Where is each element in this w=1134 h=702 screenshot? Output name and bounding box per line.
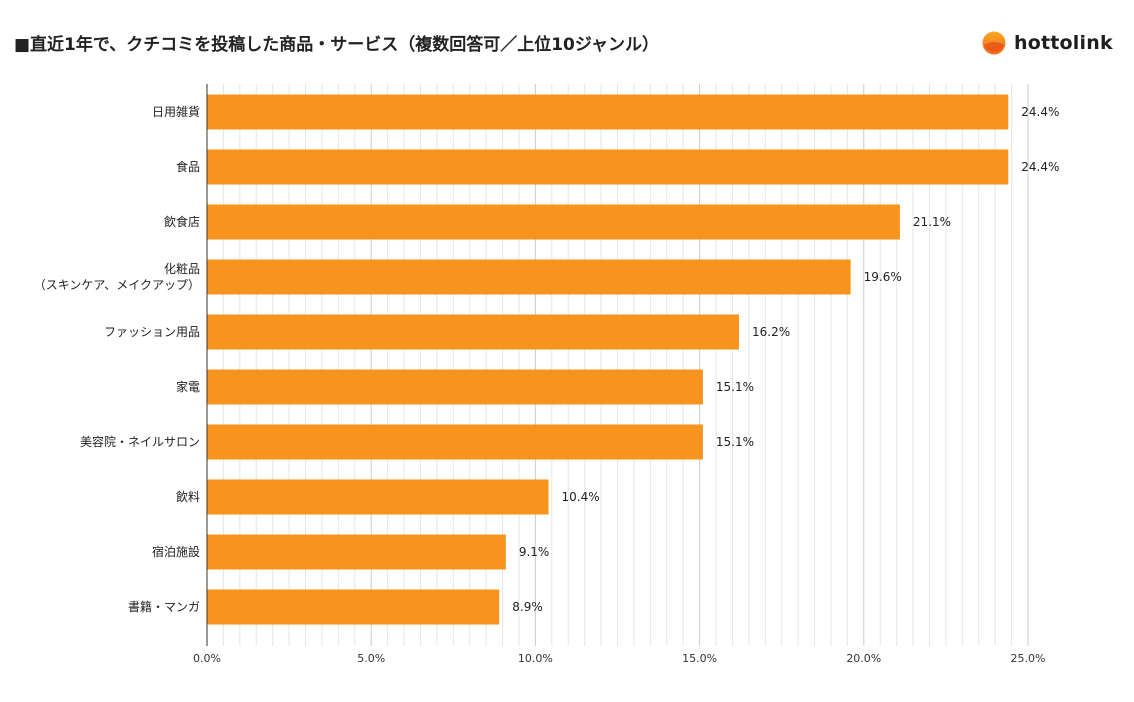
bar [207, 94, 1009, 130]
x-tick-label: 25.0% [1011, 652, 1046, 665]
bar [207, 259, 851, 295]
value-label: 19.6% [864, 270, 902, 284]
category-label-line: 食品 [176, 159, 200, 174]
value-label: 15.1% [716, 380, 754, 394]
bar [207, 369, 703, 405]
category-label: 食品 [176, 159, 200, 174]
category-label: ファッション用品 [104, 325, 200, 339]
bar [207, 589, 500, 625]
category-label: 書籍・マンガ [128, 599, 200, 614]
value-label: 24.4% [1021, 160, 1059, 174]
x-tick-labels: 0.0% 5.0% 10.0% 15.0% 20.0% 25.0% [193, 652, 1045, 665]
category-label-line: 化粧品 [164, 262, 200, 276]
x-tick-label: 15.0% [682, 652, 717, 665]
category-label-line: （スキンケア、メイクアップ） [34, 278, 200, 292]
x-tick-label: 0.0% [193, 652, 221, 665]
value-label: 15.1% [716, 435, 754, 449]
category-label: 宿泊施設 [152, 544, 200, 559]
bar [207, 424, 703, 460]
category-label: 飲料 [176, 489, 200, 504]
category-label-line: 美容院・ネイルサロン [80, 434, 200, 449]
value-labels: 24.4% 24.4% 21.1% 19.6% 16.2% 15.1% 15.1% 10.4%… [512, 105, 1059, 614]
value-label: 9.1% [519, 545, 550, 559]
value-label: 8.9% [512, 600, 543, 614]
category-label: 家電 [176, 379, 200, 394]
category-label: 美容院・ネイルサロン [80, 434, 200, 449]
bar [207, 534, 506, 570]
bar [207, 314, 740, 350]
logo-text: hottolink [1014, 32, 1113, 54]
category-label: 日用雑貨 [152, 104, 200, 119]
x-tick-label: 10.0% [518, 652, 553, 665]
category-label-line: ファッション用品 [104, 325, 200, 339]
category-label-line: 宿泊施設 [152, 544, 200, 559]
value-label: 10.4% [562, 490, 600, 504]
chart-title: ■直近1年で、クチコミを投稿した商品・サービス（複数回答可／上位10ジャンル） [14, 35, 660, 55]
bar [207, 149, 1009, 185]
x-tick-label: 5.0% [357, 652, 385, 665]
bars [207, 94, 1009, 625]
category-label-line: 飲料 [176, 489, 200, 504]
hottolink-logo-icon [982, 31, 1006, 55]
value-label: 21.1% [913, 215, 951, 229]
category-label-line: 日用雑貨 [152, 104, 200, 119]
category-label-line: 家電 [176, 379, 200, 394]
value-label: 24.4% [1021, 105, 1059, 119]
category-label-line: 飲食店 [164, 214, 200, 229]
bar [207, 204, 900, 240]
category-label-line: 書籍・マンガ [128, 599, 200, 614]
hottolink-logo: hottolink [982, 29, 1113, 57]
value-label: 16.2% [752, 325, 790, 339]
bar [207, 479, 549, 515]
x-tick-label: 20.0% [846, 652, 881, 665]
category-label: 化粧品 （スキンケア、メイクアップ） [34, 262, 200, 292]
category-label: 飲食店 [164, 214, 200, 229]
